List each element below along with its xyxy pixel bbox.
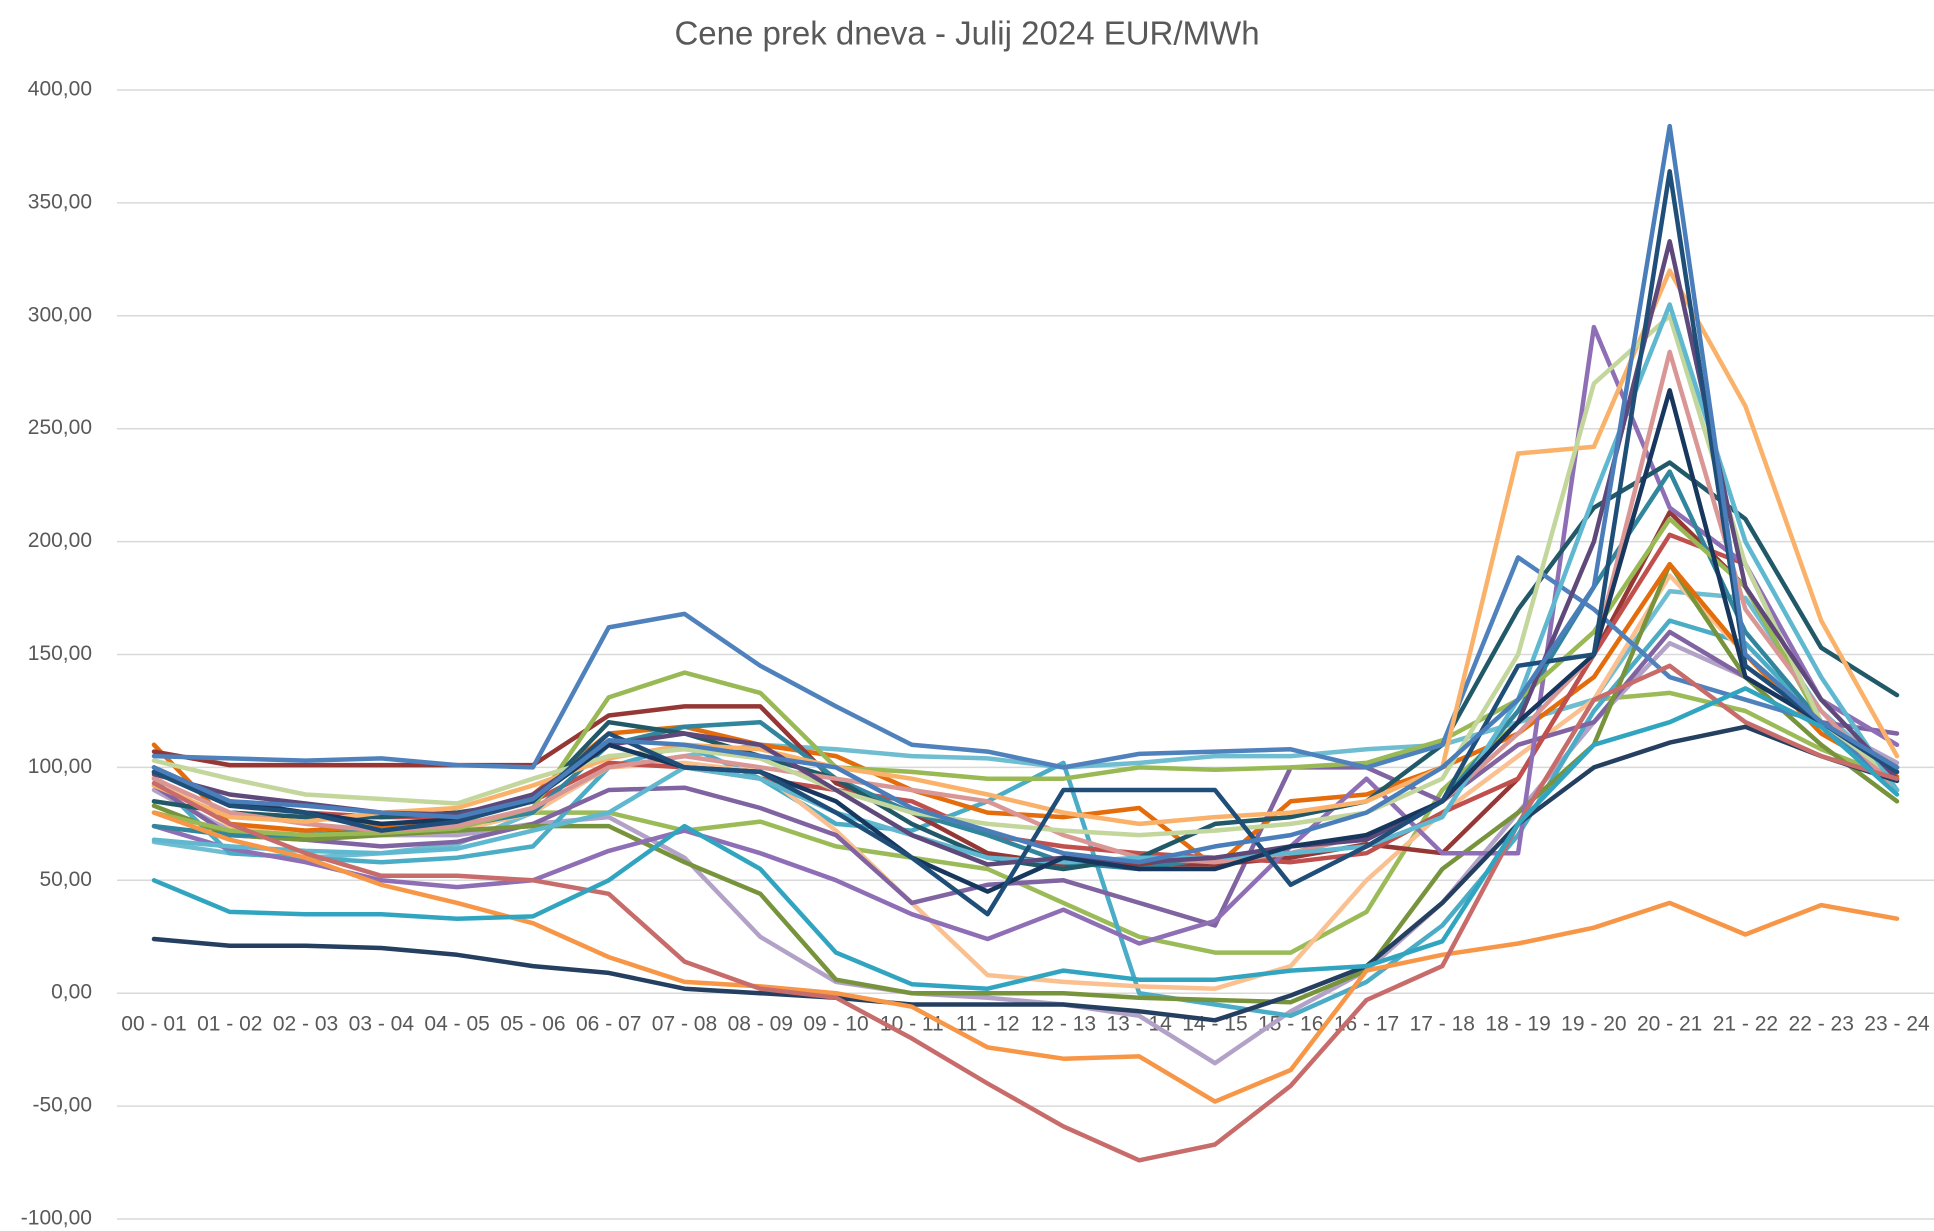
- x-tick-label: 06 - 07: [576, 1013, 641, 1036]
- series-line: [151, 810, 1900, 1104]
- series-line: [151, 123, 1900, 865]
- x-tick-label: 11 - 12: [956, 1013, 1020, 1036]
- series-line: [151, 629, 1900, 928]
- series-line: [151, 663, 1900, 1163]
- chart-title: Cene prek dneva - Julij 2024 EUR/MWh: [674, 15, 1259, 52]
- x-tick-label: 02 - 03: [273, 1013, 338, 1036]
- series-line: [151, 388, 1900, 894]
- y-tick-label: 150,00: [28, 642, 92, 665]
- x-tick-label: 17 - 18: [1410, 1013, 1475, 1036]
- y-tick-label: 100,00: [28, 755, 92, 778]
- y-tick-label: 50,00: [39, 868, 92, 891]
- series-line: [151, 268, 1900, 827]
- series-line: [151, 724, 1900, 1023]
- x-tick-label: 05 - 06: [500, 1013, 565, 1036]
- x-tick-label: 00 - 01: [121, 1013, 186, 1036]
- series-line: [151, 324, 1900, 946]
- x-tick-label: 22 - 23: [1789, 1013, 1854, 1036]
- x-tick-label: 23 - 24: [1864, 1013, 1930, 1036]
- x-tick-label: 21 - 22: [1713, 1013, 1778, 1036]
- y-tick-label: -50,00: [32, 1094, 92, 1117]
- y-tick-label: 250,00: [28, 416, 92, 439]
- series-line: [151, 686, 1900, 991]
- x-tick-label: 15 - 16: [1258, 1013, 1323, 1036]
- y-tick-label: 0,00: [51, 981, 92, 1004]
- x-tick-label: 20 - 21: [1637, 1013, 1702, 1036]
- x-tick-label: 07 - 08: [652, 1013, 717, 1036]
- y-tick-label: 400,00: [28, 78, 92, 101]
- y-tick-label: 200,00: [28, 529, 92, 552]
- x-tick-label: 13 - 14: [1106, 1013, 1172, 1036]
- series-line: [151, 169, 1900, 917]
- series-line: [151, 555, 1900, 793]
- y-tick-label: 300,00: [28, 303, 92, 326]
- series-line: [151, 313, 1900, 838]
- x-tick-label: 08 - 09: [728, 1013, 793, 1036]
- x-tick-label: 19 - 20: [1561, 1013, 1626, 1036]
- x-tick-label: 12 - 13: [1031, 1013, 1096, 1036]
- y-tick-label: -100,00: [21, 1207, 92, 1230]
- x-tick-label: 01 - 02: [197, 1013, 262, 1036]
- x-tick-label: 18 - 19: [1485, 1013, 1550, 1036]
- y-tick-label: 350,00: [28, 190, 92, 213]
- x-tick-label: 09 - 10: [803, 1013, 868, 1036]
- x-tick-label: 04 - 05: [424, 1013, 489, 1036]
- x-tick-label: 03 - 04: [349, 1013, 415, 1036]
